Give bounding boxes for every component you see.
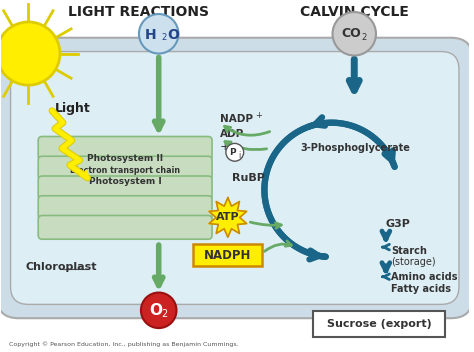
FancyBboxPatch shape (38, 176, 212, 200)
Text: O: O (168, 28, 180, 42)
Text: ADP: ADP (220, 128, 244, 139)
Text: P: P (229, 148, 236, 157)
Text: i: i (238, 151, 241, 160)
Circle shape (0, 22, 60, 85)
Text: Copyright © Pearson Education, Inc., publishing as Benjamin Cummings.: Copyright © Pearson Education, Inc., pub… (9, 341, 238, 347)
Text: Photosystem I: Photosystem I (89, 177, 162, 187)
Text: Fatty acids: Fatty acids (391, 284, 451, 294)
FancyBboxPatch shape (38, 215, 212, 239)
Circle shape (333, 12, 376, 56)
Text: Chloroplast: Chloroplast (26, 262, 97, 272)
Text: 3-Phosphoglycerate: 3-Phosphoglycerate (301, 143, 410, 153)
Circle shape (226, 143, 244, 161)
Text: Sucrose (export): Sucrose (export) (327, 319, 431, 329)
Text: CO: CO (341, 27, 361, 40)
Text: CALVIN CYCLE: CALVIN CYCLE (300, 5, 409, 19)
Text: G3P: G3P (386, 219, 411, 230)
Text: RuBP: RuBP (233, 173, 265, 183)
Text: NADP: NADP (220, 114, 253, 124)
FancyBboxPatch shape (38, 196, 212, 219)
Text: H: H (145, 28, 157, 42)
Text: (storage): (storage) (391, 257, 436, 267)
FancyBboxPatch shape (10, 51, 459, 304)
FancyBboxPatch shape (38, 137, 212, 160)
FancyBboxPatch shape (0, 38, 473, 318)
Text: NADPH: NADPH (204, 249, 252, 262)
Text: 2: 2 (162, 309, 168, 319)
Circle shape (141, 293, 176, 328)
Text: Photosystem II: Photosystem II (87, 154, 163, 163)
Polygon shape (209, 198, 246, 237)
Circle shape (139, 14, 179, 54)
Text: 2: 2 (162, 33, 167, 42)
Text: Amino acids: Amino acids (391, 272, 457, 282)
FancyBboxPatch shape (313, 311, 445, 337)
Text: +: + (220, 140, 230, 153)
Text: ATP: ATP (216, 213, 240, 222)
Text: O: O (149, 303, 162, 318)
Text: Light: Light (55, 102, 91, 115)
Text: LIGHT REACTIONS: LIGHT REACTIONS (68, 5, 210, 19)
Text: Starch: Starch (391, 246, 427, 256)
Text: Electron transport chain: Electron transport chain (70, 165, 180, 175)
Text: 2: 2 (362, 33, 367, 42)
FancyBboxPatch shape (193, 244, 263, 266)
Text: +: + (255, 111, 263, 120)
FancyBboxPatch shape (38, 156, 212, 180)
